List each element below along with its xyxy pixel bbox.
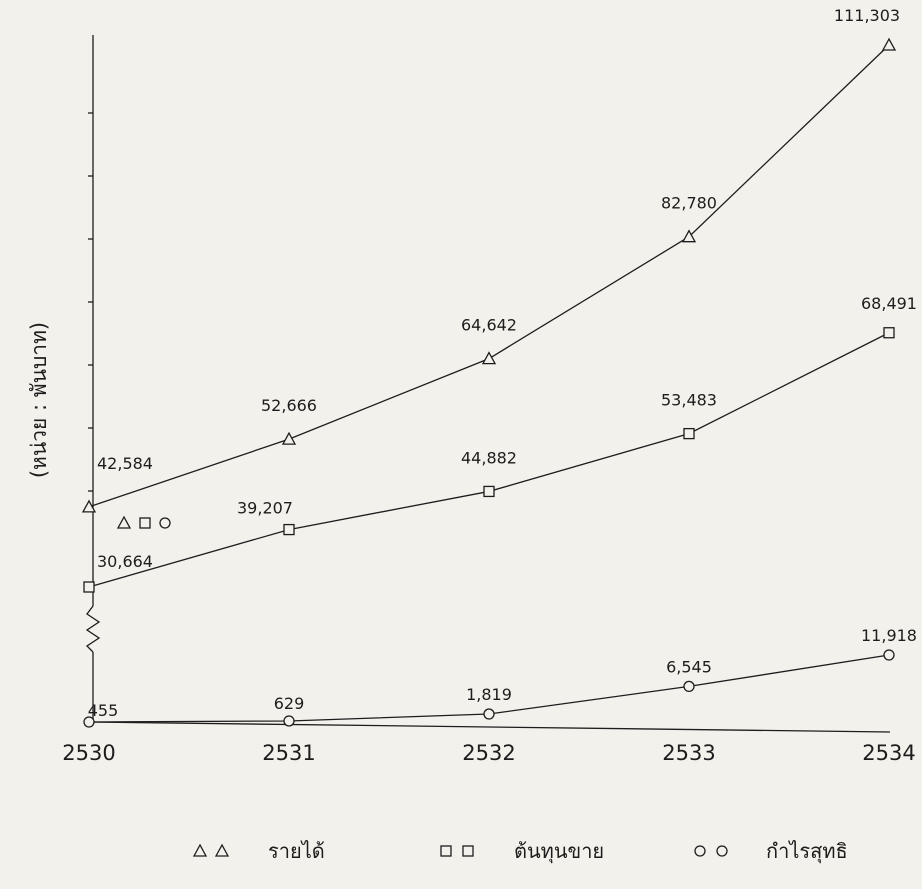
data-label: 44,882 xyxy=(461,448,517,467)
series-lines xyxy=(88,44,890,723)
inline-legend-markers xyxy=(116,515,171,529)
data-label: 42,584 xyxy=(97,454,153,473)
legend-square-icon xyxy=(462,845,474,857)
data-labels: 42,584 52,666 64,642 82,780 111,303 30,664 39,… xyxy=(88,6,917,720)
data-label: 53,483 xyxy=(661,391,717,410)
legend-triangle-icon xyxy=(192,843,208,857)
data-point-square xyxy=(83,581,95,593)
x-tick-label: 2532 xyxy=(462,741,515,765)
legend-triangle-icon xyxy=(214,843,230,857)
data-label: 68,491 xyxy=(861,294,917,313)
data-point-triangle xyxy=(281,431,297,445)
data-point-circle xyxy=(283,715,295,727)
data-label: 11,918 xyxy=(861,626,917,645)
data-label: 39,207 xyxy=(237,499,293,518)
inline-triangle-marker xyxy=(116,515,132,529)
data-point-triangle xyxy=(481,351,497,365)
data-point-circle xyxy=(883,649,895,661)
legend-item: กำไรสุทธิ xyxy=(694,839,848,864)
data-point-circle xyxy=(483,708,495,720)
legend-label: กำไรสุทธิ xyxy=(766,839,848,864)
data-point-triangle xyxy=(881,37,897,51)
legend-square-icon xyxy=(440,845,452,857)
x-tick-label: 2533 xyxy=(662,741,715,765)
x-axis xyxy=(88,721,891,733)
axes xyxy=(85,35,891,733)
data-label: 1,819 xyxy=(466,685,512,704)
data-point-triangle xyxy=(81,499,97,513)
series-line-triangle xyxy=(88,44,890,508)
x-tick-labels: 2530 2531 2532 2533 2534 xyxy=(62,741,915,765)
legend-circle-icon xyxy=(694,845,706,857)
x-tick-label: 2534 xyxy=(862,741,915,765)
data-label: 629 xyxy=(274,694,305,713)
data-label: 52,666 xyxy=(261,396,317,415)
inline-square-marker xyxy=(139,517,151,529)
data-point-circle xyxy=(83,716,95,728)
legend-item: ต้นทุนขาย xyxy=(440,839,604,864)
data-point-square xyxy=(283,523,295,536)
data-label: 30,664 xyxy=(97,552,153,571)
legend-circle-icon xyxy=(716,845,728,857)
series-markers xyxy=(81,37,897,728)
inline-circle-marker xyxy=(159,517,171,529)
data-point-square xyxy=(483,485,495,498)
x-tick-label: 2531 xyxy=(262,741,315,765)
legend-label: รายได้ xyxy=(268,839,325,863)
legend-item: รายได้ xyxy=(192,839,325,863)
data-point-square xyxy=(683,427,695,440)
y-axis-unit-label: (หน่วย : พันบาท) xyxy=(27,322,51,478)
data-point-circle xyxy=(683,680,695,693)
data-label: 455 xyxy=(88,701,119,720)
legend: รายได้ ต้นทุนขาย กำไรสุทธิ xyxy=(192,839,848,864)
data-point-triangle xyxy=(681,229,697,243)
y-axis-break xyxy=(85,605,101,653)
data-label: 82,780 xyxy=(661,194,717,213)
data-label: 111,303 xyxy=(834,6,900,25)
data-label: 64,642 xyxy=(461,316,517,335)
legend-label: ต้นทุนขาย xyxy=(514,839,604,864)
data-label: 6,545 xyxy=(666,657,712,676)
x-tick-label: 2530 xyxy=(62,741,115,765)
data-point-square xyxy=(883,327,895,339)
